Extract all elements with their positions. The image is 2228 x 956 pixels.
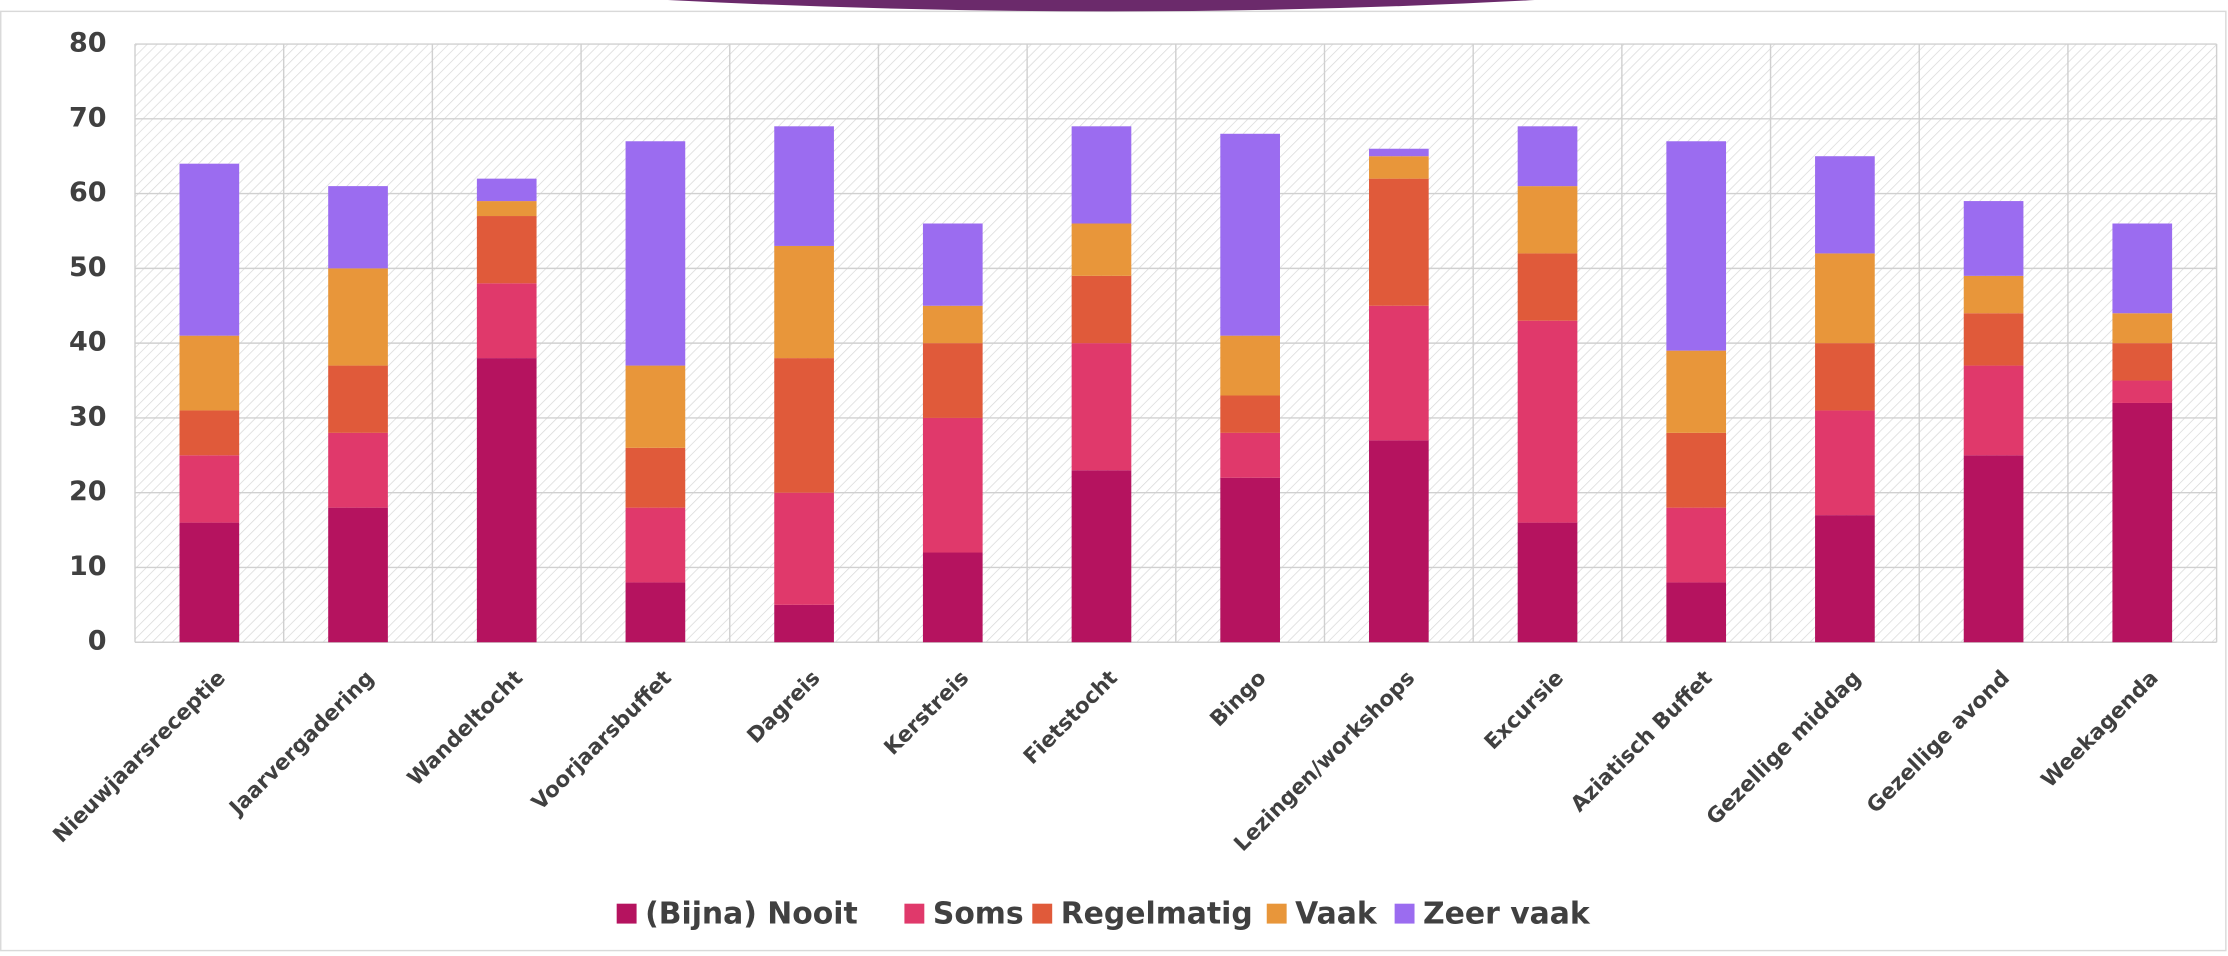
bar-segment xyxy=(1071,275,1132,344)
bar-segment xyxy=(1369,440,1429,643)
y-tick-label: 30 xyxy=(69,401,107,432)
bar-segment xyxy=(922,223,983,306)
bar-segment xyxy=(328,365,388,433)
bar-segment xyxy=(625,365,686,448)
legend-label: Regelmatig xyxy=(1061,897,1253,932)
bar-segment xyxy=(2112,343,2173,381)
y-tick-label: 40 xyxy=(69,327,107,358)
y-tick-label: 0 xyxy=(88,626,107,657)
y-tick-label: 70 xyxy=(69,102,107,133)
bar-segment xyxy=(328,432,388,508)
bar-segment xyxy=(1963,455,2024,643)
bar-segment xyxy=(1963,365,2024,456)
y-tick-label: 50 xyxy=(69,252,107,283)
bar-segment xyxy=(2112,380,2173,403)
bar-segment xyxy=(625,141,686,366)
legend-swatch xyxy=(1266,903,1287,924)
bar-segment xyxy=(1220,335,1280,396)
bar-segment xyxy=(625,582,686,643)
bar-segment xyxy=(2112,313,2173,344)
bar-segment xyxy=(476,216,537,284)
legend-swatch xyxy=(1394,903,1415,924)
bar-segment xyxy=(1220,477,1280,643)
bar-segment xyxy=(1071,223,1132,276)
bar-segment xyxy=(1517,186,1578,254)
bar-segment xyxy=(179,455,240,523)
bar-segment xyxy=(1666,350,1727,433)
legend-swatch xyxy=(1032,903,1053,924)
legend-swatch xyxy=(616,903,637,924)
y-tick-label: 20 xyxy=(69,476,107,507)
bar-segment xyxy=(2112,223,2173,314)
bar-segment xyxy=(476,178,537,202)
bar-segment xyxy=(1963,201,2024,276)
bar-segment xyxy=(1815,515,1875,643)
bar-segment xyxy=(774,604,834,643)
bar-segment xyxy=(1369,156,1429,179)
bar-segment xyxy=(1815,253,1875,344)
legend-label: Soms xyxy=(933,897,1024,932)
bar-segment xyxy=(1666,507,1727,583)
y-tick-label: 10 xyxy=(69,551,107,582)
bar-segment xyxy=(1071,470,1132,643)
legend-label: Vaak xyxy=(1295,897,1378,932)
bar-segment xyxy=(476,283,537,359)
bar-segment xyxy=(1815,410,1875,516)
legend-label: (Bijna) Nooit xyxy=(645,897,858,932)
bar-segment xyxy=(922,552,983,643)
bar-segment xyxy=(179,335,240,411)
bar-segment xyxy=(1517,522,1578,643)
bar-segment xyxy=(476,201,537,217)
bar-segment xyxy=(328,507,388,643)
bar-segment xyxy=(179,410,240,456)
bar-segment xyxy=(1666,141,1727,351)
y-tick-label: 60 xyxy=(69,177,107,208)
bar-segment xyxy=(774,492,834,605)
bar-segment xyxy=(2112,402,2173,643)
bar-segment xyxy=(1517,320,1578,523)
bar-segment xyxy=(922,343,983,418)
bar-segment xyxy=(328,186,388,269)
bar-segment xyxy=(1369,305,1429,441)
bar-segment xyxy=(1815,156,1875,254)
bar-segment xyxy=(1517,126,1578,187)
bar-segment xyxy=(1963,313,2024,366)
bar-segment xyxy=(922,417,983,553)
bar-segment xyxy=(179,522,240,643)
bar-segment xyxy=(1220,133,1280,336)
bar-segment xyxy=(1220,432,1280,478)
bar-segment xyxy=(1666,432,1727,508)
bar-segment xyxy=(625,447,686,508)
bar-segment xyxy=(1369,178,1429,306)
bar-segment xyxy=(774,358,834,493)
bar-segment xyxy=(179,163,240,336)
legend-label: Zeer vaak xyxy=(1423,897,1591,932)
bar-segment xyxy=(1666,582,1727,643)
bar-segment xyxy=(1963,275,2024,314)
bar-segment xyxy=(774,126,834,246)
legend-swatch xyxy=(904,903,925,924)
bar-segment xyxy=(1220,395,1280,433)
bar-segment xyxy=(625,507,686,583)
bar-segment xyxy=(1815,343,1875,411)
bar-segment xyxy=(922,305,983,344)
bar-segment xyxy=(1517,253,1578,321)
bar-segment xyxy=(774,245,834,359)
bar-segment xyxy=(1071,126,1132,224)
bar-segment xyxy=(476,358,537,643)
y-tick-label: 80 xyxy=(69,28,107,59)
bar-segment xyxy=(328,268,388,366)
bar-segment xyxy=(1071,343,1132,471)
bar-segment xyxy=(1369,148,1429,157)
header-decoration xyxy=(667,0,1535,12)
